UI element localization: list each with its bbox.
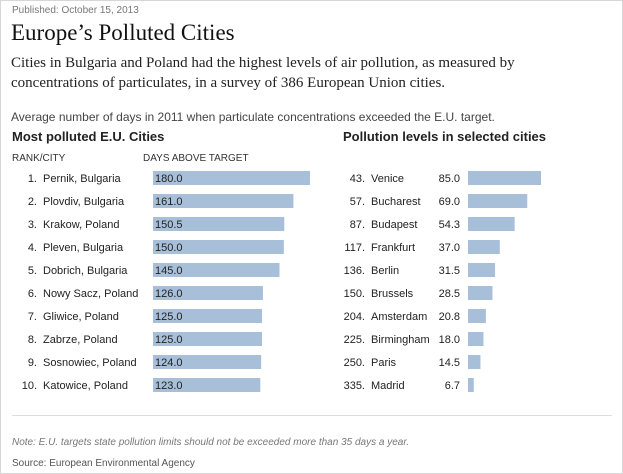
left-rank-6: 6. [28, 288, 37, 300]
right-rank-9: 250. [344, 357, 365, 369]
left-rank-4: 4. [28, 242, 37, 254]
left-city-3: Krakow, Poland [43, 219, 119, 231]
right-city-3: Budapest [371, 219, 417, 231]
footnote: Note: E.U. targets state pollution limit… [12, 437, 410, 448]
left-bar-3 [153, 217, 285, 231]
left-value-5: 145.0 [155, 265, 183, 277]
right-rank-4: 117. [344, 242, 365, 254]
left-bar-6 [153, 286, 263, 300]
right-city-4: Frankfurt [371, 242, 415, 254]
right-rank-1: 43. [350, 173, 365, 185]
left-value-7: 125.0 [155, 311, 183, 323]
right-city-5: Berlin [371, 265, 399, 277]
right-bar-3 [468, 217, 515, 231]
right-value-5: 31.5 [439, 265, 460, 277]
left-city-6: Nowy Sacz, Poland [43, 288, 138, 300]
left-rank-5: 5. [28, 265, 37, 277]
rank-city-header: RANK/CITY [12, 153, 66, 164]
right-rank-5: 136. [344, 265, 365, 277]
left-value-8: 125.0 [155, 334, 183, 346]
most-polluted-cities-chart: 1. Pernik, Bulgaria 180.0 2. Plovdiv, Bulgar… [22, 171, 310, 392]
left-value-2: 161.0 [155, 196, 183, 208]
left-chart-title: Most polluted E.U. Cities [12, 129, 165, 144]
right-bar-1 [468, 171, 541, 185]
right-rank-3: 87. [350, 219, 365, 231]
right-bar-2 [468, 194, 528, 208]
left-city-7: Gliwice, Poland [43, 311, 119, 323]
right-value-10: 6.7 [445, 380, 460, 392]
right-value-3: 54.3 [439, 219, 460, 231]
left-city-5: Dobrich, Bulgaria [43, 265, 128, 277]
left-rank-8: 8. [28, 334, 37, 346]
right-value-6: 28.5 [439, 288, 460, 300]
footer-divider [12, 415, 612, 416]
left-bar-8 [153, 332, 263, 346]
left-city-4: Pleven, Bulgaria [43, 242, 124, 254]
left-bar-4 [153, 240, 284, 254]
left-rank-2: 2. [28, 196, 37, 208]
right-value-2: 69.0 [439, 196, 460, 208]
right-city-9: Paris [371, 357, 397, 369]
left-value-10: 123.0 [155, 380, 183, 392]
days-above-target-header: DAYS ABOVE TARGET [143, 153, 249, 164]
left-rank-3: 3. [28, 219, 37, 231]
right-city-8: Birmingham [371, 334, 430, 346]
right-bar-6 [468, 286, 493, 300]
right-bar-4 [468, 240, 500, 254]
right-bar-7 [468, 309, 486, 323]
right-bar-8 [468, 332, 484, 346]
right-bar-9 [468, 355, 481, 369]
left-rank-1: 1. [28, 173, 37, 185]
left-city-1: Pernik, Bulgaria [43, 173, 122, 185]
right-city-1: Venice [371, 173, 404, 185]
right-bar-10 [468, 378, 474, 392]
left-bar-9 [153, 355, 262, 369]
right-value-9: 14.5 [439, 357, 460, 369]
left-city-2: Plovdiv, Bulgaria [43, 196, 125, 208]
left-value-1: 180.0 [155, 173, 183, 185]
right-rank-6: 150. [344, 288, 365, 300]
right-city-6: Brussels [371, 288, 414, 300]
right-city-2: Bucharest [371, 196, 421, 208]
right-rank-8: 225. [344, 334, 365, 346]
left-bar-7 [153, 309, 263, 323]
left-rank-9: 9. [28, 357, 37, 369]
right-rank-2: 57. [350, 196, 365, 208]
selected-cities-chart: 43. Venice 85.0 57. Bucharest 69.0 87. Budapest… [344, 171, 541, 392]
right-value-8: 18.0 [439, 334, 460, 346]
left-city-9: Sosnowiec, Poland [43, 357, 137, 369]
right-value-4: 37.0 [439, 242, 460, 254]
left-value-3: 150.5 [155, 219, 183, 231]
left-value-6: 126.0 [155, 288, 183, 300]
left-bar-5 [153, 263, 280, 277]
left-city-10: Katowice, Poland [43, 380, 128, 392]
page-title: Europe’s Polluted Cities [11, 20, 235, 45]
left-rank-10: 10. [22, 380, 37, 392]
left-bar-10 [153, 378, 261, 392]
right-bar-5 [468, 263, 496, 277]
source-credit: Source: European Environmental Agency [12, 458, 195, 469]
right-rank-10: 335. [344, 380, 365, 392]
published-date: Published: October 15, 2013 [12, 5, 139, 16]
left-rank-7: 7. [28, 311, 37, 323]
right-value-7: 20.8 [439, 311, 460, 323]
right-rank-7: 204. [344, 311, 365, 323]
left-bar-1 [153, 171, 310, 185]
left-value-9: 124.0 [155, 357, 183, 369]
left-bar-2 [153, 194, 294, 208]
right-city-10: Madrid [371, 380, 405, 392]
left-value-4: 150.0 [155, 242, 183, 254]
right-city-7: Amsterdam [371, 311, 427, 323]
chart-note: Average number of days in 2011 when part… [11, 110, 495, 124]
right-value-1: 85.0 [439, 173, 460, 185]
right-chart-title: Pollution levels in selected cities [343, 129, 547, 144]
subtitle: Cities in Bulgaria and Poland had the hi… [11, 55, 515, 91]
left-city-8: Zabrze, Poland [43, 334, 118, 346]
